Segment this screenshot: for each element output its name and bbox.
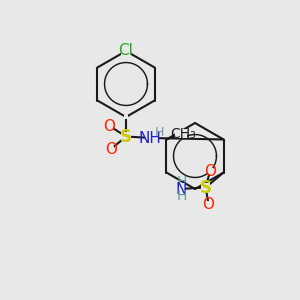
- FancyBboxPatch shape: [201, 183, 210, 192]
- Text: N: N: [176, 182, 187, 196]
- Text: O: O: [105, 142, 117, 157]
- Text: Cl: Cl: [118, 44, 134, 59]
- FancyBboxPatch shape: [175, 183, 185, 198]
- FancyBboxPatch shape: [124, 115, 128, 119]
- Text: O: O: [204, 164, 216, 178]
- FancyBboxPatch shape: [108, 146, 114, 152]
- Text: S: S: [200, 178, 211, 196]
- Text: NH: NH: [139, 130, 161, 146]
- Text: H: H: [176, 189, 187, 202]
- FancyBboxPatch shape: [207, 168, 213, 174]
- Text: H: H: [155, 126, 165, 139]
- FancyBboxPatch shape: [145, 134, 158, 142]
- FancyBboxPatch shape: [176, 129, 188, 138]
- FancyBboxPatch shape: [205, 201, 212, 207]
- FancyBboxPatch shape: [121, 46, 131, 56]
- FancyBboxPatch shape: [121, 132, 131, 141]
- Text: O: O: [202, 196, 214, 211]
- Text: S: S: [120, 128, 132, 146]
- Text: CH₃: CH₃: [170, 127, 196, 140]
- Text: H: H: [176, 176, 187, 189]
- FancyBboxPatch shape: [106, 123, 113, 129]
- Text: O: O: [103, 118, 116, 134]
